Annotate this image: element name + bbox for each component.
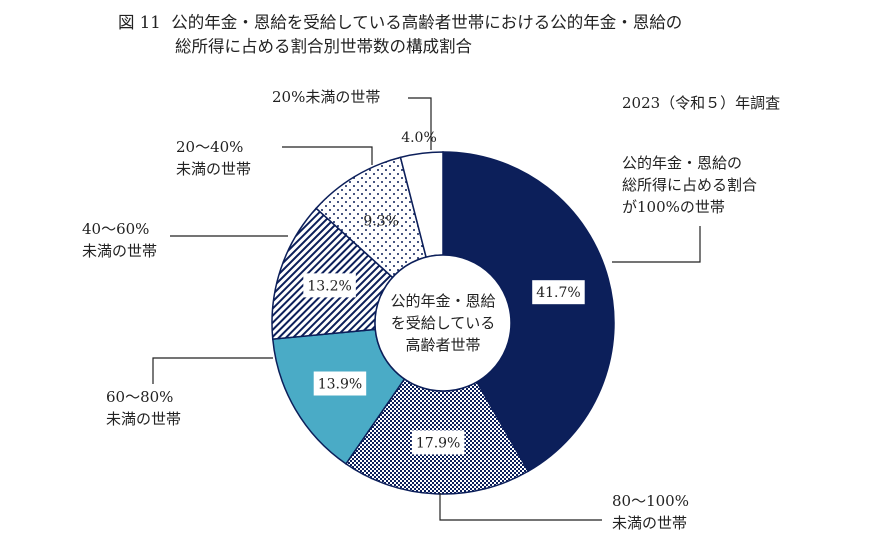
leader-line-100 [612,226,701,263]
chart-title-line2: 総所得に占める割合別世帯数の構成割合 [175,37,472,56]
legend-label-40-60: 40～60% 未満の世帯 [82,220,158,260]
data-label-0: 41.7% [536,285,580,301]
data-label-4: 9.3% [363,214,399,230]
leader-line-20-40 [282,146,373,165]
survey-note: 2023（令和５）年調査 [622,94,781,112]
legend-label-20-40: 20～40% 未満の世帯 [176,138,252,178]
data-label-2: 13.9% [318,377,362,393]
data-label-5: 4.0% [401,130,437,146]
donut-hole [374,254,512,392]
legend-label-60-80: 60～80% 未満の世帯 [106,388,182,428]
leader-line-under-20 [408,97,432,150]
leader-line-80-100 [439,493,602,521]
data-label-1: 17.9% [416,435,460,451]
data-label-bg-3 [303,273,356,298]
data-label-3: 13.2% [307,278,351,294]
data-label-bg-1 [411,430,465,455]
legend-label-100: 公的年金・恩給の 総所得に占める割合 が100%の世帯 [622,154,758,216]
legend-label-80-100: 80～100% 未満の世帯 [612,492,689,532]
data-label-bg-0 [532,280,585,305]
legend-label-under-20: 20%未満の世帯 [272,88,381,106]
data-label-bg-2 [313,371,367,396]
center-label: 公的年金・恩給 を受給している 高齢者世帯 [390,292,496,354]
chart-title-line1: 図 11 公的年金・恩給を受給している高齢者世帯における公的年金・恩給の [118,13,683,32]
leader-line-60-80 [152,357,273,384]
